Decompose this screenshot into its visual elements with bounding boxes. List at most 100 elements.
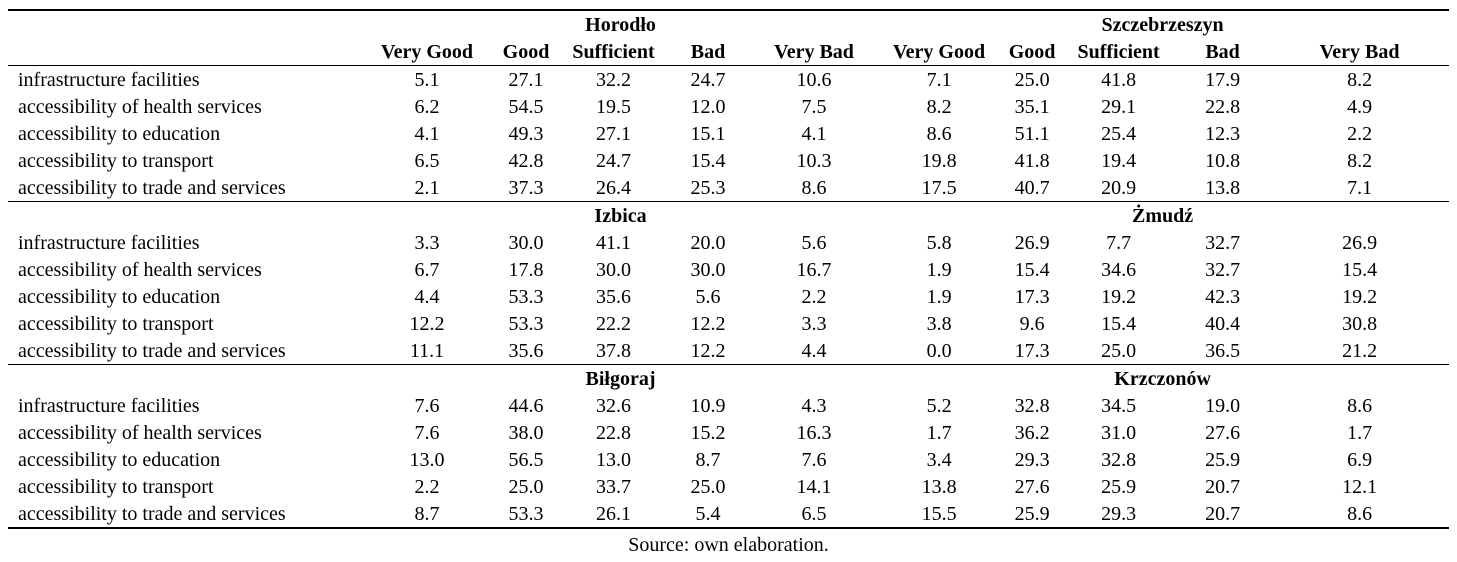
table-cell: 24.7	[596, 149, 631, 172]
row-label: accessibility of health services	[18, 421, 262, 444]
table-cell: 15.4	[1342, 258, 1378, 281]
table-cell: 5.8	[926, 231, 952, 254]
table-cell: 16.7	[796, 258, 832, 281]
table-cell: 15.4	[1101, 312, 1137, 335]
table-cell: 15.4	[690, 149, 726, 172]
table-cell: 26.1	[563, 500, 664, 529]
table-cell: 5.2	[926, 394, 952, 417]
table-cell: 12.1	[1342, 475, 1378, 498]
region-header-row: Biłgoraj Krzczonów	[8, 364, 1450, 392]
table-cell: 25.3	[690, 176, 726, 199]
table-cell: 8.2	[1270, 65, 1450, 93]
table-cell: 20.0	[690, 231, 726, 254]
table-cell: 8.6	[801, 176, 827, 199]
table-cell: 6.7	[414, 258, 440, 281]
table-cell: 12.2	[690, 312, 726, 335]
row-label: infrastructure facilities	[18, 394, 200, 417]
column-header: Sufficient	[1077, 40, 1160, 63]
table-cell: 22.8	[596, 421, 631, 444]
table-cell: 16.3	[796, 421, 832, 444]
table-cell: 31.0	[1101, 421, 1137, 444]
table-cell: 12.0	[690, 95, 726, 118]
column-header-row: Very Good Good Sufficient Bad Very Bad V…	[8, 38, 1449, 66]
data-table: Horodło Szczebrzeszyn Very Good Good Suf…	[8, 9, 1450, 529]
table-cell: 2.2	[801, 285, 827, 308]
table-cell: 13.0	[596, 448, 631, 471]
table-cell: 5.6	[801, 231, 827, 254]
table-cell: 13.0	[409, 448, 445, 471]
table-cell: 42.8	[508, 149, 544, 172]
table-cell: 8.7	[695, 448, 721, 471]
table-cell: 33.7	[596, 475, 631, 498]
column-header: Sufficient	[572, 40, 655, 63]
table-cell: 2.1	[414, 176, 440, 199]
table-cell: 7.6	[801, 448, 827, 471]
table-cell: 25.0	[690, 475, 726, 498]
table-cell: 53.3	[508, 285, 544, 308]
table-cell: 25.0	[1002, 65, 1063, 93]
table-row: accessibility to education 13.0 56.5 13.0 8.…	[8, 446, 1449, 473]
row-label: accessibility of health services	[18, 258, 262, 281]
table-cell: 12.2	[690, 339, 726, 362]
table-cell: 6.5	[752, 500, 877, 529]
table-cell: 5.6	[695, 285, 721, 308]
table-cell: 30.0	[596, 258, 631, 281]
row-label: accessibility to education	[18, 448, 221, 471]
table-row: accessibility of health services 6.2 54.5 1…	[8, 93, 1449, 120]
table-cell: 44.6	[508, 394, 544, 417]
table-cell: 35.6	[508, 339, 544, 362]
table-body: infrastructure facilities 5.1 27.1 32.2 24.7…	[8, 65, 1450, 529]
table-cell: 32.6	[596, 394, 631, 417]
table-cell: 8.7	[365, 500, 489, 529]
table-row: infrastructure facilities 7.6 44.6 32.6 10.9…	[8, 392, 1449, 419]
table-cell: 6.2	[414, 95, 440, 118]
region-header-left: Biłgoraj	[365, 364, 877, 392]
table-cell: 30.8	[1342, 312, 1378, 335]
table-cell: 35.1	[1014, 95, 1050, 118]
table-cell: 1.7	[1347, 421, 1373, 444]
table-cell: 9.6	[1019, 312, 1045, 335]
data-table-wrapper: Horodło Szczebrzeszyn Very Good Good Suf…	[8, 9, 1450, 529]
table-cell: 7.1	[876, 65, 1003, 93]
table-cell: 41.8	[1014, 149, 1050, 172]
table-cell: 27.6	[1205, 421, 1241, 444]
row-label: accessibility of health services	[18, 95, 262, 118]
table-cell: 19.2	[1101, 285, 1137, 308]
table-row: accessibility of health services 7.6 38.0 2…	[8, 419, 1449, 446]
table-row: infrastructure facilities 5.1 27.1 32.2 24.7…	[8, 65, 1450, 93]
region-header-right: Szczebrzeszyn	[876, 9, 1450, 38]
table-cell: 15.2	[690, 421, 726, 444]
table-cell: 27.1	[489, 65, 563, 93]
table-cell: 25.0	[1101, 339, 1137, 362]
table-row: accessibility of health services 6.7 17.8 3…	[8, 256, 1449, 283]
table-cell: 56.5	[508, 448, 544, 471]
table-cell: 34.6	[1101, 258, 1137, 281]
table-row: accessibility to education 4.1 49.3 27.1 15.…	[8, 120, 1449, 147]
table-cell: 4.4	[414, 285, 440, 308]
table-cell: 15.4	[1014, 258, 1050, 281]
row-label: accessibility to education	[18, 122, 221, 145]
table-cell: 27.6	[1014, 475, 1050, 498]
table-cell: 8.6	[926, 122, 952, 145]
table-cell: 4.4	[801, 339, 827, 362]
table-cell: 12.3	[1205, 122, 1241, 145]
table-cell: 3.4	[926, 448, 952, 471]
table-cell: 3.3	[414, 231, 440, 254]
table-cell: 2.2	[1347, 122, 1373, 145]
table-cell: 5.4	[664, 500, 752, 529]
table-row: infrastructure facilities 3.3 30.0 41.1 20.0…	[8, 229, 1449, 256]
table-cell: 19.4	[1101, 149, 1137, 172]
table-cell: 22.2	[596, 312, 631, 335]
table-cell: 12.2	[409, 312, 445, 335]
table-cell: 10.8	[1205, 149, 1241, 172]
table-cell: 8.6	[1270, 500, 1450, 529]
table-row: accessibility to trade and services 11.1 3…	[8, 337, 1449, 365]
table-cell: 36.2	[1014, 421, 1050, 444]
column-header: Very Bad	[774, 40, 854, 63]
region-header-left: Horodło	[365, 9, 877, 38]
table-cell: 25.9	[1101, 475, 1137, 498]
row-label: infrastructure facilities	[18, 231, 200, 254]
region-header-left: Izbica	[365, 201, 877, 229]
row-label: accessibility to trade and services	[8, 500, 365, 529]
table-cell: 26.9	[1342, 231, 1378, 254]
